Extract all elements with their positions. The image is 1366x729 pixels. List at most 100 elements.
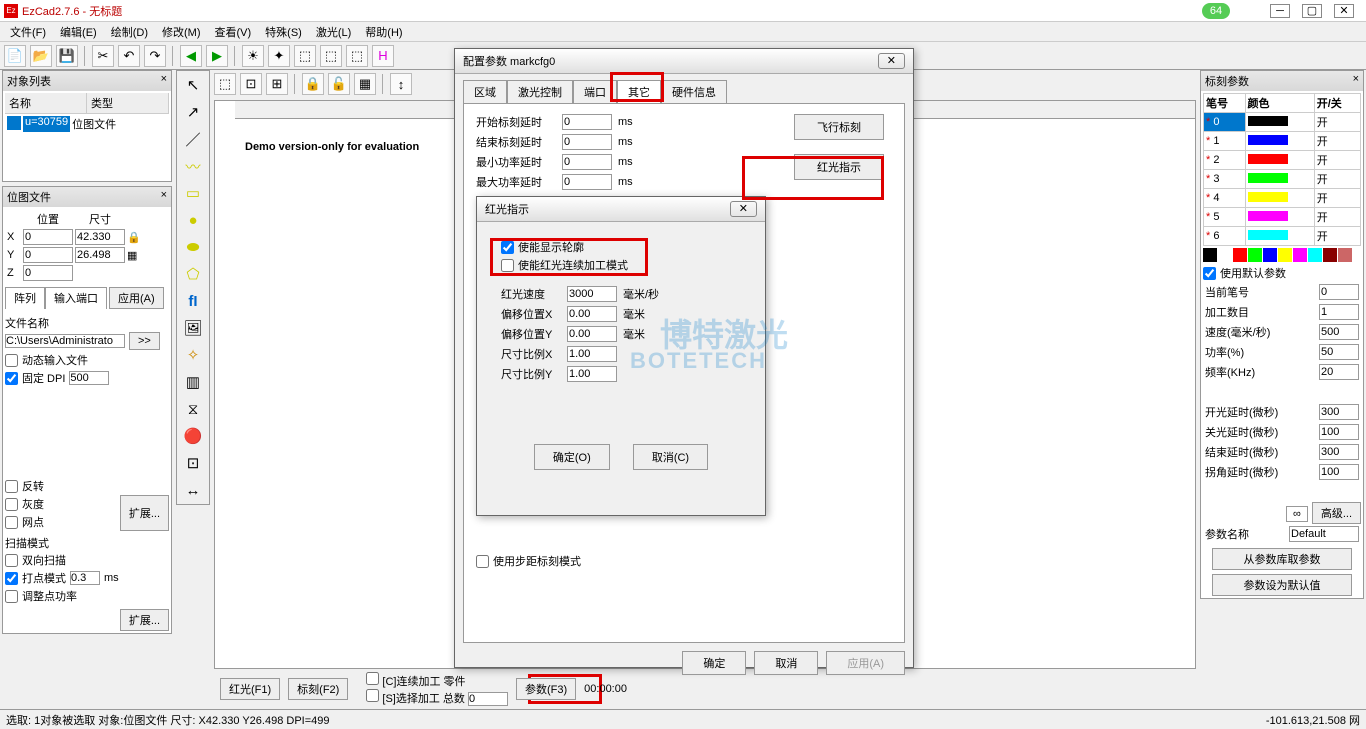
open-icon[interactable]: 📂 bbox=[30, 45, 52, 67]
from-library-button[interactable]: 从参数库取参数 bbox=[1212, 548, 1352, 570]
reverse-checkbox[interactable] bbox=[5, 480, 18, 493]
config-tab[interactable]: 端口 bbox=[573, 80, 617, 103]
minimize-button[interactable]: ─ bbox=[1270, 4, 1290, 18]
fwd-icon[interactable]: ▶ bbox=[206, 45, 228, 67]
pen-row[interactable]: * 6开 bbox=[1204, 227, 1361, 246]
config-tab[interactable]: 激光控制 bbox=[507, 80, 573, 103]
red-f1-button[interactable]: 红光(F1) bbox=[220, 678, 280, 700]
menu-item[interactable]: 帮助(H) bbox=[359, 22, 408, 42]
redlight-button[interactable]: 红光指示 bbox=[794, 154, 884, 180]
panel-close-icon[interactable]: × bbox=[1353, 73, 1359, 89]
tool-b-icon[interactable]: ✦ bbox=[268, 45, 290, 67]
config-tab[interactable]: 区域 bbox=[463, 80, 507, 103]
sel-icon[interactable]: ⬚ bbox=[214, 73, 236, 95]
redlight-input[interactable] bbox=[567, 366, 617, 382]
tool-f-icon[interactable]: H bbox=[372, 45, 394, 67]
panel-close-icon[interactable]: × bbox=[161, 73, 167, 89]
y-size-input[interactable] bbox=[75, 247, 125, 263]
param-f3-button[interactable]: 参数(F3) bbox=[516, 678, 576, 700]
redlight-input[interactable] bbox=[567, 346, 617, 362]
pen-row[interactable]: * 3开 bbox=[1204, 170, 1361, 189]
filepath-input[interactable] bbox=[5, 334, 125, 348]
redlight-input[interactable] bbox=[567, 286, 617, 302]
menu-item[interactable]: 编辑(E) bbox=[54, 22, 103, 42]
dot-checkbox[interactable] bbox=[5, 516, 18, 529]
tool-a-icon[interactable]: ☀ bbox=[242, 45, 264, 67]
pen-row[interactable]: * 0开 bbox=[1204, 113, 1361, 132]
align-icon[interactable]: ↕ bbox=[390, 73, 412, 95]
total-input[interactable] bbox=[468, 692, 508, 706]
adjust-checkbox[interactable] bbox=[5, 590, 18, 603]
color-swatch[interactable] bbox=[1308, 248, 1322, 262]
param-input[interactable] bbox=[1319, 344, 1359, 360]
apply-button[interactable]: 应用(A) bbox=[109, 287, 164, 309]
maximize-button[interactable]: ▢ bbox=[1302, 4, 1322, 18]
pen-row[interactable]: * 5开 bbox=[1204, 208, 1361, 227]
use-default-checkbox[interactable] bbox=[1203, 267, 1216, 280]
tab-array[interactable]: 阵列 bbox=[5, 287, 45, 309]
dot-val-input[interactable] bbox=[70, 571, 100, 585]
tool-c-icon[interactable]: ⬚ bbox=[294, 45, 316, 67]
lock-icon[interactable]: 🔒 bbox=[302, 73, 324, 95]
menu-item[interactable]: 特殊(S) bbox=[259, 22, 308, 42]
pointer-tool-icon[interactable]: ↖ bbox=[178, 72, 208, 98]
redlight-ok-button[interactable]: 确定(O) bbox=[534, 444, 610, 470]
x-pos-input[interactable] bbox=[23, 229, 73, 245]
advanced-button[interactable]: 高级... bbox=[1312, 502, 1361, 524]
dialog-close-icon[interactable]: ✕ bbox=[730, 201, 757, 217]
curve-tool-icon[interactable]: 〰 bbox=[178, 153, 208, 179]
redlight-input[interactable] bbox=[567, 326, 617, 342]
param-input[interactable] bbox=[1319, 424, 1359, 440]
ellipse-tool-icon[interactable]: ⬬ bbox=[178, 234, 208, 260]
node-icon[interactable]: ⊡ bbox=[240, 73, 262, 95]
circle-tool-icon[interactable]: ● bbox=[178, 207, 208, 233]
color-swatch[interactable] bbox=[1338, 248, 1352, 262]
timer-tool-icon[interactable]: ⧖ bbox=[178, 396, 208, 422]
barcode-tool-icon[interactable]: ▥ bbox=[178, 369, 208, 395]
color-swatch[interactable] bbox=[1218, 248, 1232, 262]
color-swatch[interactable] bbox=[1293, 248, 1307, 262]
extend-tool-icon[interactable]: ↔ bbox=[178, 477, 208, 503]
y-pos-input[interactable] bbox=[23, 247, 73, 263]
color-swatch[interactable] bbox=[1233, 248, 1247, 262]
delay-input[interactable] bbox=[562, 114, 612, 130]
tab-input-port[interactable]: 输入端口 bbox=[45, 287, 107, 309]
ring-icon[interactable]: ∞ bbox=[1286, 506, 1308, 522]
undo-icon[interactable]: ↶ bbox=[118, 45, 140, 67]
tool-d-icon[interactable]: ⬚ bbox=[320, 45, 342, 67]
continuous-checkbox[interactable] bbox=[366, 672, 379, 685]
x-size-input[interactable] bbox=[75, 229, 125, 245]
set-default-button[interactable]: 参数设为默认值 bbox=[1212, 574, 1352, 596]
menu-item[interactable]: 绘制(D) bbox=[105, 22, 154, 42]
delay-input[interactable] bbox=[562, 174, 612, 190]
image-tool-icon[interactable]: 🖼 bbox=[178, 315, 208, 341]
pen-row[interactable]: * 4开 bbox=[1204, 189, 1361, 208]
z-pos-input[interactable] bbox=[23, 265, 73, 281]
grid-icon[interactable]: ▦ bbox=[127, 249, 147, 262]
redlight-cancel-button[interactable]: 取消(C) bbox=[633, 444, 708, 470]
tool-e-icon[interactable]: ⬚ bbox=[346, 45, 368, 67]
param-input[interactable] bbox=[1319, 284, 1359, 300]
param-input[interactable] bbox=[1319, 404, 1359, 420]
rect-tool-icon[interactable]: ▭ bbox=[178, 180, 208, 206]
dynamic-input-checkbox[interactable] bbox=[5, 354, 18, 367]
fix-dpi-checkbox[interactable] bbox=[5, 372, 18, 385]
mark-f2-button[interactable]: 标刻(F2) bbox=[288, 678, 348, 700]
extend-button[interactable]: 扩展... bbox=[120, 495, 169, 531]
param-input[interactable] bbox=[1319, 324, 1359, 340]
node-tool-icon[interactable]: ↗ bbox=[178, 99, 208, 125]
text-tool-icon[interactable]: fI bbox=[178, 288, 208, 314]
pen-row[interactable]: * 2开 bbox=[1204, 151, 1361, 170]
param-input[interactable] bbox=[1319, 464, 1359, 480]
dialog-close-icon[interactable]: ✕ bbox=[878, 53, 905, 69]
bidir-checkbox[interactable] bbox=[5, 554, 18, 567]
object-row[interactable]: u=30759 位图文件 bbox=[5, 114, 169, 134]
close-button[interactable]: ✕ bbox=[1334, 4, 1354, 18]
color-swatch[interactable] bbox=[1263, 248, 1277, 262]
param-input[interactable] bbox=[1319, 364, 1359, 380]
gray-checkbox[interactable] bbox=[5, 498, 18, 511]
redo-icon[interactable]: ↷ bbox=[144, 45, 166, 67]
menu-item[interactable]: 查看(V) bbox=[209, 22, 258, 42]
color-swatch[interactable] bbox=[1278, 248, 1292, 262]
save-icon[interactable]: 💾 bbox=[56, 45, 78, 67]
